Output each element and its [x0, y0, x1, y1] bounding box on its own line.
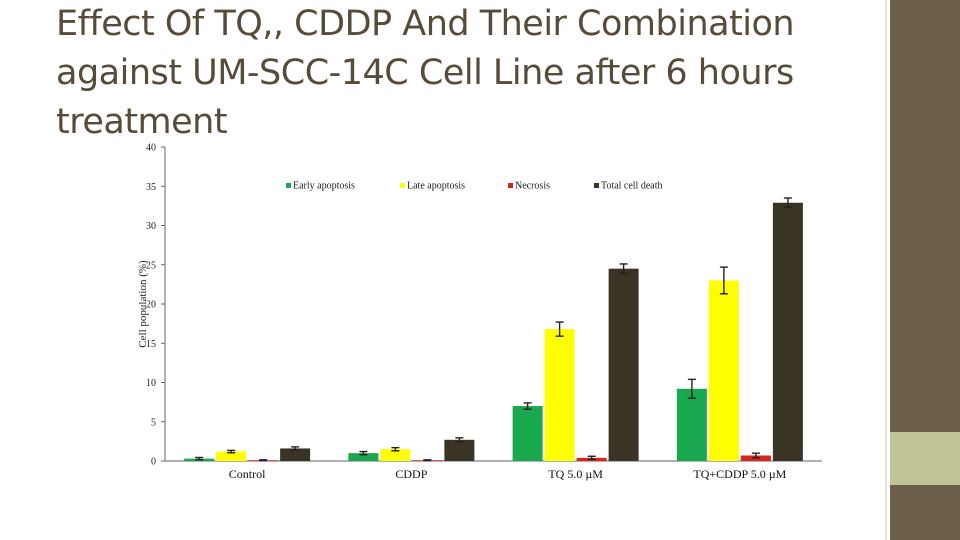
- y-tick-label: 10: [146, 378, 156, 389]
- y-tick-label: 20: [146, 300, 156, 311]
- y-tick-label: 35: [146, 182, 156, 193]
- bar: [676, 388, 707, 461]
- y-tick-label: 40: [146, 143, 156, 154]
- bar: [708, 280, 739, 461]
- bar: [544, 329, 575, 461]
- y-tick-label: 25: [146, 260, 156, 271]
- legend-swatch: [594, 183, 599, 188]
- legend-label: Early apoptosis: [293, 181, 355, 192]
- side-decor-accent: [890, 432, 960, 485]
- legend-swatch: [400, 183, 405, 188]
- bar: [608, 268, 639, 461]
- x-category-label: Control: [229, 467, 266, 481]
- bar: [380, 449, 411, 461]
- legend-label: Total cell death: [601, 181, 663, 192]
- y-tick-label: 15: [146, 339, 156, 350]
- bar: [772, 202, 803, 462]
- bar: [512, 406, 543, 461]
- chart-legend: Early apoptosis Late apoptosis Necrosis Tot…: [286, 181, 663, 192]
- y-tick-label: 30: [146, 221, 156, 232]
- legend-swatch: [286, 183, 291, 188]
- bar-chart: 0 5 10 15 20 25 30 35 40 Cell population (%) Cont…: [137, 143, 822, 481]
- side-divider-line: [885, 0, 887, 540]
- bar: [444, 439, 475, 461]
- legend-label: Necrosis: [515, 181, 550, 192]
- x-category-label: CDDP: [395, 467, 427, 481]
- x-category-label: TQ 5.0 µM: [548, 467, 603, 481]
- x-category-label: TQ+CDDP 5.0 µM: [693, 467, 786, 481]
- bar: [216, 451, 247, 461]
- y-tick-label: 5: [151, 417, 156, 428]
- bar: [280, 448, 311, 461]
- legend-label: Late apoptosis: [407, 181, 465, 192]
- legend-swatch: [508, 183, 513, 188]
- y-axis-label: Cell population (%): [137, 260, 149, 348]
- chart-bars: Control CDDP TQ 5.0 µM TQ+CDDP 5.0 µM: [184, 197, 803, 481]
- bar: [348, 453, 379, 461]
- y-tick-label: 0: [151, 457, 156, 468]
- slide-title: Effect Of TQ,, CDDP And Their Combinatio…: [56, 4, 795, 142]
